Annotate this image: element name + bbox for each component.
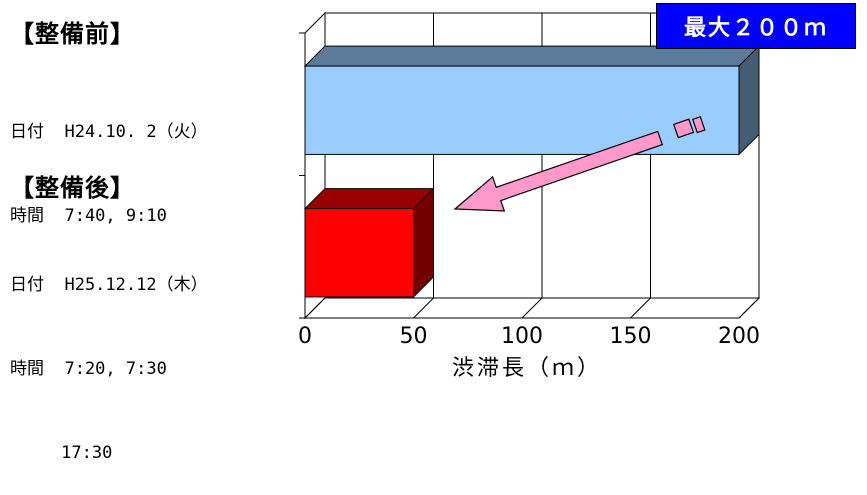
arrow-tail-block bbox=[672, 118, 695, 139]
bar-top-0 bbox=[303, 45, 761, 67]
before-heading: 【整備前】 bbox=[10, 20, 135, 48]
x-tick-label: 200 bbox=[718, 324, 760, 349]
after-date: 日付 H25.12.12（木） bbox=[10, 275, 208, 295]
congestion-chart: 0 50 100 150 200 渋滞長（ｍ） bbox=[298, 11, 761, 381]
before-time: 時間 7:40, 9:10 bbox=[10, 206, 167, 226]
floor-gridline bbox=[413, 297, 434, 319]
x-tick-label: 0 bbox=[298, 324, 312, 349]
floor-gridline bbox=[630, 297, 651, 319]
max-length-badge: 最大２００ｍ bbox=[656, 3, 856, 49]
before-info: 日付 H24.10. 2（火） 時間 7:40, 9:10 bbox=[10, 62, 208, 258]
x-tick-label: 150 bbox=[610, 324, 652, 349]
after-heading: 【整備後】 bbox=[10, 174, 135, 202]
x-tick-label: 100 bbox=[501, 324, 543, 349]
bar-top-1 bbox=[303, 188, 435, 210]
bar-1 bbox=[304, 208, 414, 298]
x-tick-label: 50 bbox=[400, 324, 428, 349]
floor-gridline bbox=[304, 297, 326, 319]
floor-gridline bbox=[738, 297, 760, 319]
trend-arrow bbox=[453, 130, 664, 212]
arrow-tail-block bbox=[691, 116, 706, 134]
before-date: 日付 H24.10. 2（火） bbox=[10, 122, 208, 142]
bar-0 bbox=[304, 65, 740, 155]
floor-gridline bbox=[521, 297, 543, 319]
after-time: 時間 7:20, 7:30 bbox=[10, 359, 167, 379]
x-axis-label: 渋滞長（ｍ） bbox=[452, 356, 602, 381]
after-time-2: 17:30 bbox=[10, 443, 113, 463]
